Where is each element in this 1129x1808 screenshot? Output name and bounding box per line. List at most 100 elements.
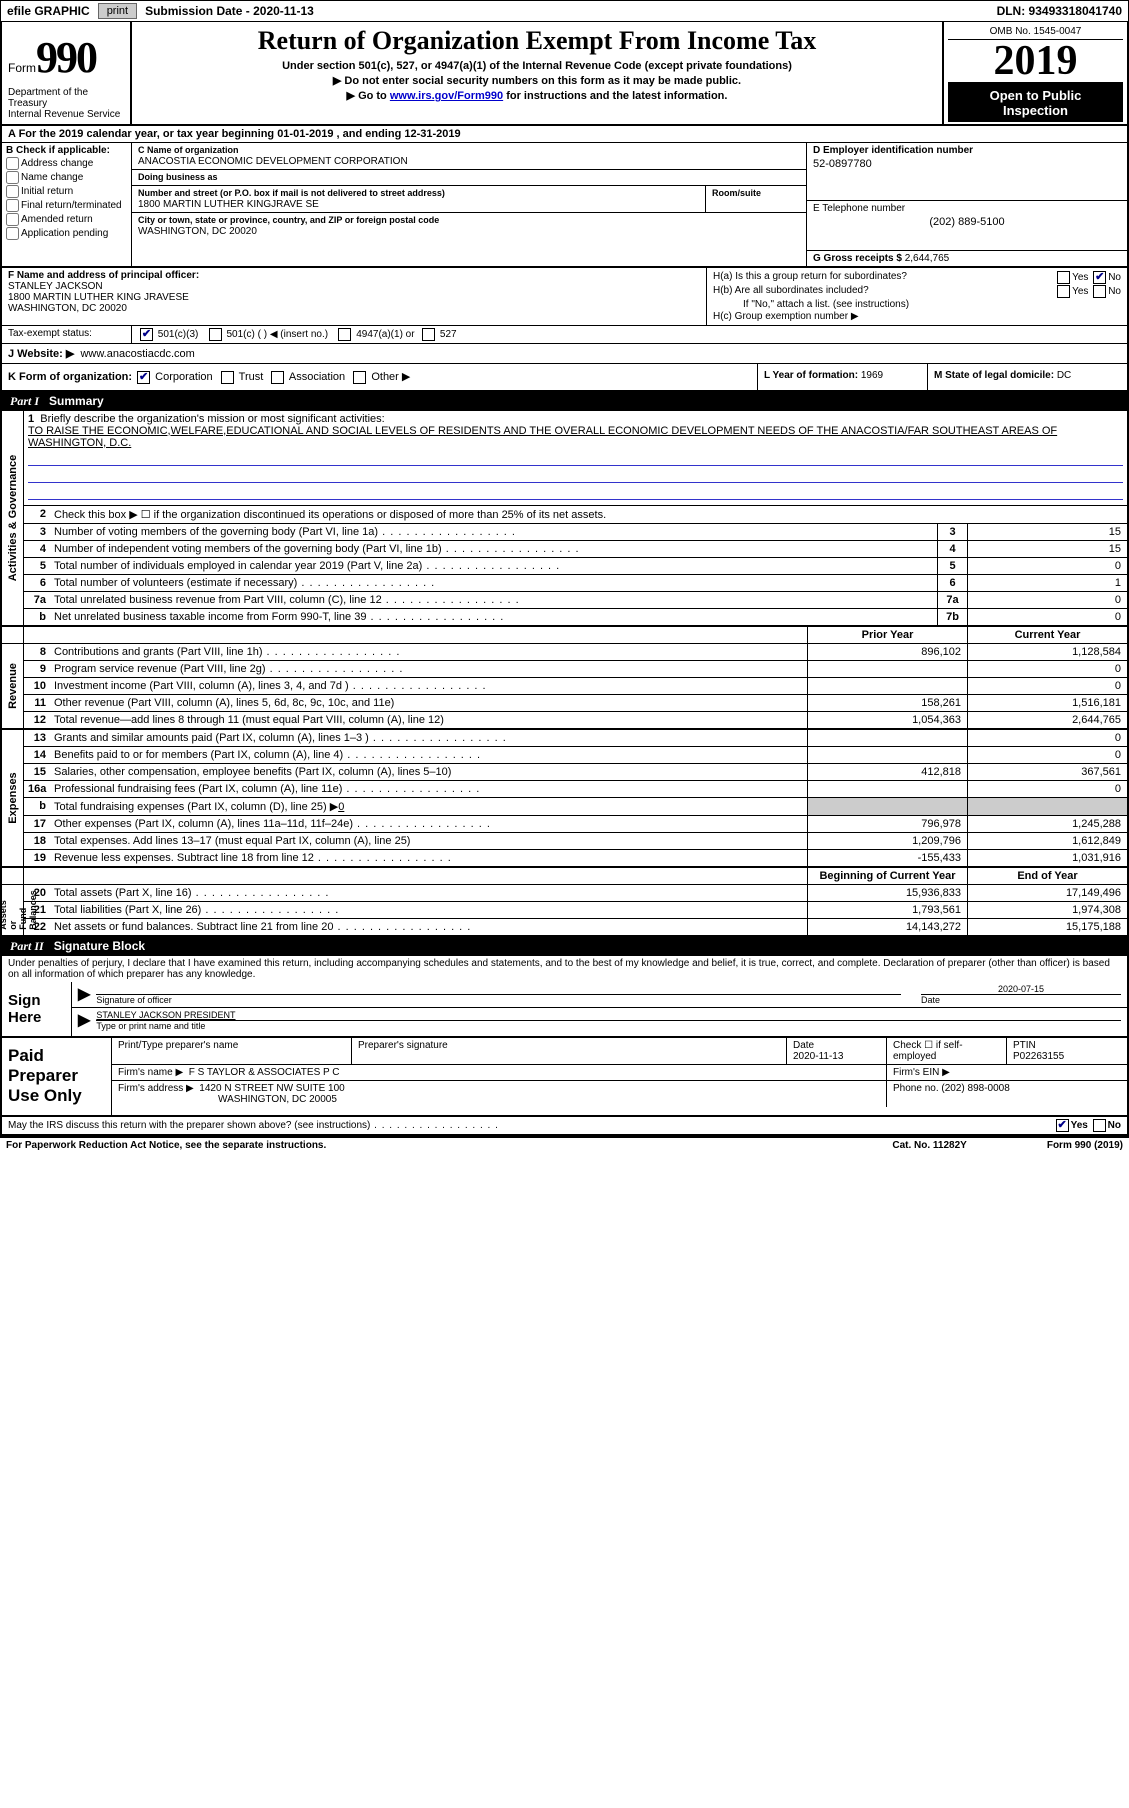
- firm-addr1: 1420 N STREET NW SUITE 100: [199, 1083, 344, 1094]
- state-domicile: M State of legal domicile: DC: [927, 364, 1127, 390]
- part2-title: Signature Block: [54, 939, 145, 954]
- l21-end: 1,974,308: [967, 902, 1127, 918]
- firm-phone: Phone no. (202) 898-0008: [887, 1081, 1127, 1107]
- hb-yes[interactable]: [1057, 285, 1070, 298]
- l14-prior: [807, 747, 967, 763]
- tel-label: E Telephone number: [813, 203, 905, 214]
- city-cell: City or town, state or province, country…: [132, 213, 806, 239]
- governance-content: 1 Briefly describe the organization's mi…: [24, 411, 1127, 625]
- hb-row: H(b) Are all subordinates included? Yes …: [713, 285, 1121, 298]
- printed-name-label: Type or print name and title: [96, 1020, 1121, 1031]
- dba-cell: Doing business as: [132, 170, 806, 186]
- l11-current: 1,516,181: [967, 695, 1127, 711]
- sign-fields: ▶ Signature of officer 2020-07-15 Date ▶…: [72, 982, 1127, 1036]
- chk-final-return[interactable]: Final return/terminated: [6, 199, 127, 212]
- end-year-header: End of Year: [967, 868, 1127, 884]
- discuss-no[interactable]: [1093, 1119, 1106, 1132]
- te-label: Tax-exempt status:: [2, 326, 132, 343]
- print-button[interactable]: print: [98, 3, 137, 19]
- street-cell: Number and street (or P.O. box if mail i…: [132, 186, 706, 212]
- org-name-cell: C Name of organization ANACOSTIA ECONOMI…: [132, 143, 806, 170]
- prior-year-header: Prior Year: [807, 627, 967, 643]
- col-de: D Employer identification number 52-0897…: [807, 143, 1127, 266]
- l18-current: 1,612,849: [967, 833, 1127, 849]
- block-bcdeg: B Check if applicable: Address change Na…: [2, 143, 1127, 268]
- preparer-header-row: Print/Type preparer's name Preparer's si…: [112, 1038, 1127, 1065]
- l20-beg: 15,936,833: [807, 885, 967, 901]
- line-7b-text: Net unrelated business taxable income fr…: [50, 609, 937, 625]
- chk-4947[interactable]: [338, 328, 351, 341]
- gross-label: G Gross receipts $: [813, 253, 902, 264]
- sig-arrow-icon: ▶: [78, 984, 90, 1004]
- officer-printed-name: STANLEY JACKSON PRESIDENT: [96, 1010, 1121, 1020]
- officer-addr1: 1800 MARTIN LUTHER KING JRAVESE: [8, 292, 700, 303]
- chk-501c[interactable]: [209, 328, 222, 341]
- chk-527[interactable]: [422, 328, 435, 341]
- chk-initial-return[interactable]: Initial return: [6, 185, 127, 198]
- line-7a-value: 0: [967, 592, 1127, 608]
- ha-row: H(a) Is this a group return for subordin…: [713, 271, 1121, 284]
- chk-address-change[interactable]: Address change: [6, 157, 127, 170]
- chk-name-change[interactable]: Name change: [6, 171, 127, 184]
- mission-blank-3: [28, 486, 1123, 500]
- expenses-section: Expenses 13Grants and similar amounts pa…: [2, 730, 1127, 868]
- firm-addr2: WASHINGTON, DC 20005: [218, 1094, 337, 1105]
- line-6-text: Total number of volunteers (estimate if …: [50, 575, 937, 591]
- mission-blank-1: [28, 452, 1123, 466]
- hb2-label: If "No," attach a list. (see instruction…: [713, 299, 1121, 310]
- prep-date-cell: Date 2020-11-13: [787, 1038, 887, 1064]
- hb2-row: If "No," attach a list. (see instruction…: [713, 299, 1121, 310]
- pra-notice: For Paperwork Reduction Act Notice, see …: [6, 1140, 892, 1151]
- line-1-mission: 1 Briefly describe the organization's mi…: [24, 411, 1127, 505]
- sig-arrow2-icon: ▶: [78, 1010, 90, 1030]
- ein-label: D Employer identification number: [813, 145, 973, 156]
- l12-prior: 1,054,363: [807, 712, 967, 728]
- perjury-declaration: Under penalties of perjury, I declare th…: [2, 956, 1127, 982]
- street-label: Number and street (or P.O. box if mail i…: [138, 188, 699, 198]
- officer-name: STANLEY JACKSON: [8, 281, 700, 292]
- subtitle-2: Do not enter social security numbers on …: [140, 74, 934, 87]
- officer-addr2: WASHINGTON, DC 20020: [8, 303, 700, 314]
- part1-header: Part I Summary: [2, 392, 1127, 411]
- l13-current: 0: [967, 730, 1127, 746]
- form-title: Return of Organization Exempt From Incom…: [140, 26, 934, 56]
- part1-title: Summary: [49, 394, 104, 409]
- firm-addr-row: Firm's address ▶ 1420 N STREET NW SUITE …: [112, 1081, 1127, 1107]
- chk-application-pending[interactable]: Application pending: [6, 227, 127, 240]
- mission-blank-2: [28, 469, 1123, 483]
- discuss-yes[interactable]: [1056, 1119, 1069, 1132]
- line-2-text: Check this box ▶ ☐ if the organization d…: [50, 506, 1127, 523]
- submission-date: Submission Date - 2020-11-13: [139, 4, 320, 18]
- chk-trust[interactable]: [221, 371, 234, 384]
- l21-beg: 1,793,561: [807, 902, 967, 918]
- chk-other[interactable]: [353, 371, 366, 384]
- form-number: 990: [36, 32, 96, 83]
- line-7b-value: 0: [967, 609, 1127, 625]
- instructions-link[interactable]: www.irs.gov/Form990: [390, 90, 503, 102]
- chk-corporation[interactable]: [137, 371, 150, 384]
- chk-association[interactable]: [271, 371, 284, 384]
- netassets-section: Net Assets or Fund Balances 20Total asse…: [2, 885, 1127, 937]
- tab-netassets: Net Assets or Fund Balances: [2, 885, 24, 935]
- website-value: www.anacostiacdc.com: [80, 348, 194, 360]
- ha-no[interactable]: [1093, 271, 1106, 284]
- dba-label: Doing business as: [138, 172, 800, 182]
- ha-yes[interactable]: [1057, 271, 1070, 284]
- hb-no[interactable]: [1093, 285, 1106, 298]
- l12-current: 2,644,765: [967, 712, 1127, 728]
- l9-current: 0: [967, 661, 1127, 677]
- col-c-org: C Name of organization ANACOSTIA ECONOMI…: [132, 143, 807, 266]
- paid-preparer-fields: Print/Type preparer's name Preparer's si…: [112, 1038, 1127, 1115]
- ein-cell: D Employer identification number 52-0897…: [807, 143, 1127, 201]
- prep-ptin-value: P02263155: [1013, 1051, 1121, 1062]
- hc-row: H(c) Group exemption number ▶: [713, 311, 1121, 322]
- col-h-group: H(a) Is this a group return for subordin…: [707, 268, 1127, 325]
- l10-prior: [807, 678, 967, 694]
- department-label: Department of the Treasury Internal Reve…: [8, 87, 124, 120]
- firm-name-row: Firm's name ▶ F S TAYLOR & ASSOCIATES P …: [112, 1065, 1127, 1081]
- chk-501c3[interactable]: [140, 328, 153, 341]
- l10-current: 0: [967, 678, 1127, 694]
- ha-label: H(a) Is this a group return for subordin…: [713, 271, 1055, 284]
- chk-amended-return[interactable]: Amended return: [6, 213, 127, 226]
- col-b-header: B Check if applicable:: [6, 145, 127, 156]
